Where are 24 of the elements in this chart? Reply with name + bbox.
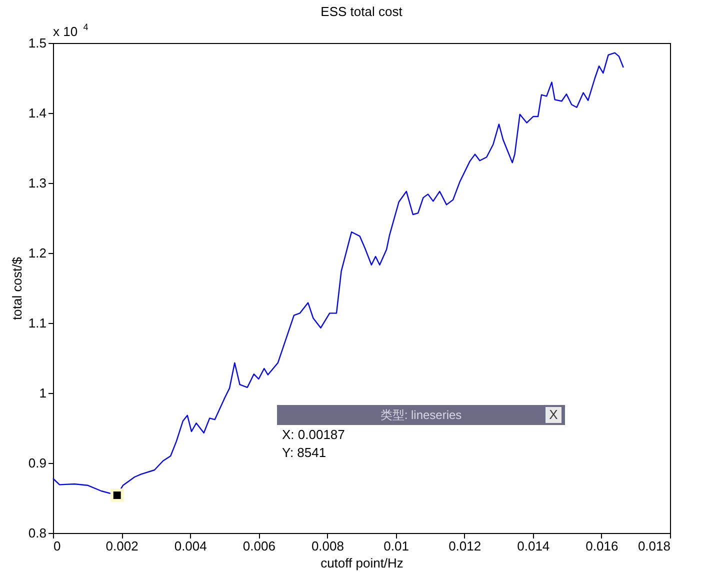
chart-title: ESS total cost [320, 4, 403, 19]
x-tick-label: 0.004 [174, 538, 207, 554]
annotation: 类型: lineseries [380, 408, 462, 422]
x-tick-label: 0.006 [242, 538, 276, 554]
x-tick-label: 0.012 [448, 538, 482, 554]
x-tick-label: 0.018 [638, 538, 670, 554]
x-tick-label: 0.014 [517, 538, 550, 554]
y-tick-label: 1.2 [28, 246, 46, 260]
annotation: X: 0.00187 Y: 8541 [282, 427, 345, 460]
y-tick-label: 1 [39, 386, 46, 400]
y-axis-title: total cost/$ [9, 256, 24, 320]
y-tick-label: 0.9 [28, 456, 46, 470]
y-tick-label: 1.3 [28, 176, 46, 190]
x-tick-label: 0.002 [106, 538, 138, 554]
y-tick-label: 1.1 [28, 316, 46, 330]
x-tick-label: 0.01 [384, 538, 409, 554]
x-tick-label: 0 [54, 538, 61, 554]
x-tick-label: 0.008 [311, 538, 344, 554]
x-tick-label: 0.016 [586, 538, 618, 554]
y-tick-label: 0.8 [28, 526, 46, 540]
y-tick-label: 1.5 [28, 36, 46, 50]
y-tick-label: 1.4 [28, 106, 46, 120]
x-axis-title: cutoff point/Hz [320, 556, 404, 570]
annotation: X [549, 407, 558, 422]
